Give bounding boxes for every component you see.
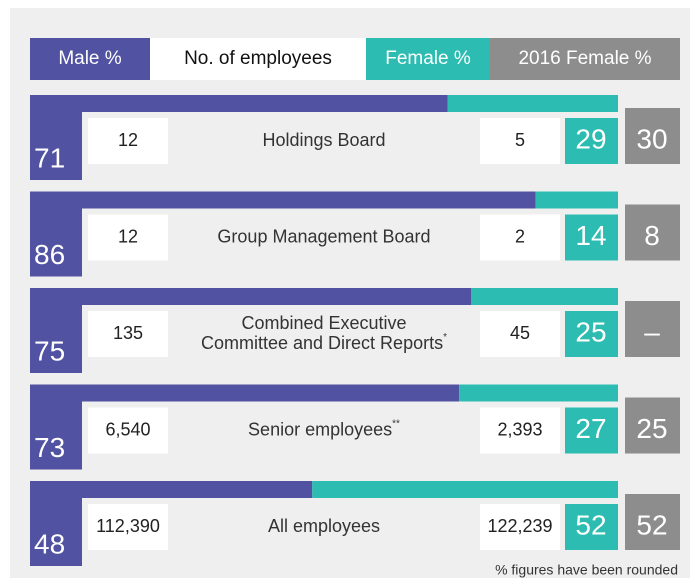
male-count-box bbox=[88, 407, 168, 454]
female-count: 2 bbox=[515, 226, 525, 246]
female-2016-value: 8 bbox=[644, 220, 660, 251]
female-value: 14 bbox=[575, 220, 606, 251]
male-bar bbox=[30, 95, 448, 112]
female-value: 29 bbox=[575, 123, 606, 154]
female-value: 27 bbox=[575, 413, 606, 444]
female-value: 25 bbox=[575, 316, 606, 347]
category-label: All employees bbox=[268, 516, 380, 536]
header-2016-label: 2016 Female % bbox=[518, 48, 651, 69]
female-count: 45 bbox=[510, 323, 530, 343]
male-count: 12 bbox=[118, 226, 138, 246]
female-bar bbox=[447, 95, 618, 112]
female-2016-value: 30 bbox=[636, 123, 667, 154]
male-box bbox=[30, 498, 82, 566]
male-value: 48 bbox=[34, 528, 65, 559]
male-value: 86 bbox=[34, 239, 65, 270]
female-count-box bbox=[480, 407, 560, 454]
female-count-box bbox=[480, 311, 560, 357]
male-bar bbox=[30, 384, 460, 402]
female-bar bbox=[459, 384, 618, 402]
category-label: Group Management Board bbox=[217, 226, 430, 246]
category-label: Combined Executive Committee and Direct R… bbox=[201, 313, 447, 353]
male-count: 135 bbox=[113, 323, 143, 343]
male-value: 71 bbox=[34, 142, 65, 173]
header-male bbox=[30, 38, 150, 80]
male-box bbox=[30, 305, 82, 373]
female-2016-box bbox=[625, 301, 680, 357]
male-count-box bbox=[88, 311, 168, 357]
female-count-box bbox=[480, 504, 560, 550]
header-2016 bbox=[490, 38, 680, 80]
female-box bbox=[565, 407, 618, 454]
male-box bbox=[30, 208, 82, 277]
male-count-box bbox=[88, 214, 168, 261]
female-value: 52 bbox=[575, 509, 606, 540]
header-female-label: Female % bbox=[385, 48, 471, 69]
female-box bbox=[565, 504, 618, 550]
female-box bbox=[565, 118, 618, 164]
male-box bbox=[30, 112, 82, 180]
female-2016-value: 25 bbox=[636, 413, 667, 444]
header-count bbox=[150, 38, 366, 80]
male-count-box bbox=[88, 118, 168, 164]
category-label: Holdings Board bbox=[262, 130, 385, 150]
header-male-label: Male % bbox=[58, 48, 121, 69]
header-count-label: No. of employees bbox=[184, 48, 332, 69]
category-note: ** bbox=[392, 418, 400, 429]
female-2016-box bbox=[625, 494, 680, 550]
female-bar bbox=[535, 191, 618, 209]
category-label: Senior employees** bbox=[248, 418, 400, 439]
female-count: 2,393 bbox=[497, 419, 542, 439]
female-box bbox=[565, 214, 618, 261]
male-bar bbox=[30, 288, 471, 305]
footnote: % figures have been rounded bbox=[495, 562, 678, 578]
female-2016-box bbox=[625, 397, 680, 454]
female-count: 5 bbox=[515, 130, 525, 150]
female-2016-value: 52 bbox=[636, 509, 667, 540]
male-count: 112,390 bbox=[96, 516, 160, 536]
category-line: Combined Executive bbox=[241, 313, 406, 333]
male-value: 75 bbox=[34, 335, 65, 366]
female-2016-value: – bbox=[644, 316, 660, 347]
category-line: Committee and Direct Reports bbox=[201, 333, 443, 353]
female-2016-box bbox=[625, 204, 680, 261]
female-bar bbox=[471, 288, 618, 305]
female-2016-box bbox=[625, 108, 680, 164]
female-bar bbox=[312, 481, 618, 498]
male-count: 6,540 bbox=[105, 419, 150, 439]
male-bar bbox=[30, 481, 313, 498]
female-count: 122,239 bbox=[487, 516, 552, 536]
female-box bbox=[565, 311, 618, 357]
female-count-box bbox=[480, 214, 560, 261]
category-note: * bbox=[443, 332, 447, 343]
female-count-box bbox=[480, 118, 560, 164]
header-female bbox=[366, 38, 490, 80]
male-box bbox=[30, 401, 82, 470]
male-count: 12 bbox=[118, 130, 138, 150]
male-value: 73 bbox=[34, 432, 65, 463]
male-count-box bbox=[88, 504, 168, 550]
male-bar bbox=[30, 191, 536, 209]
